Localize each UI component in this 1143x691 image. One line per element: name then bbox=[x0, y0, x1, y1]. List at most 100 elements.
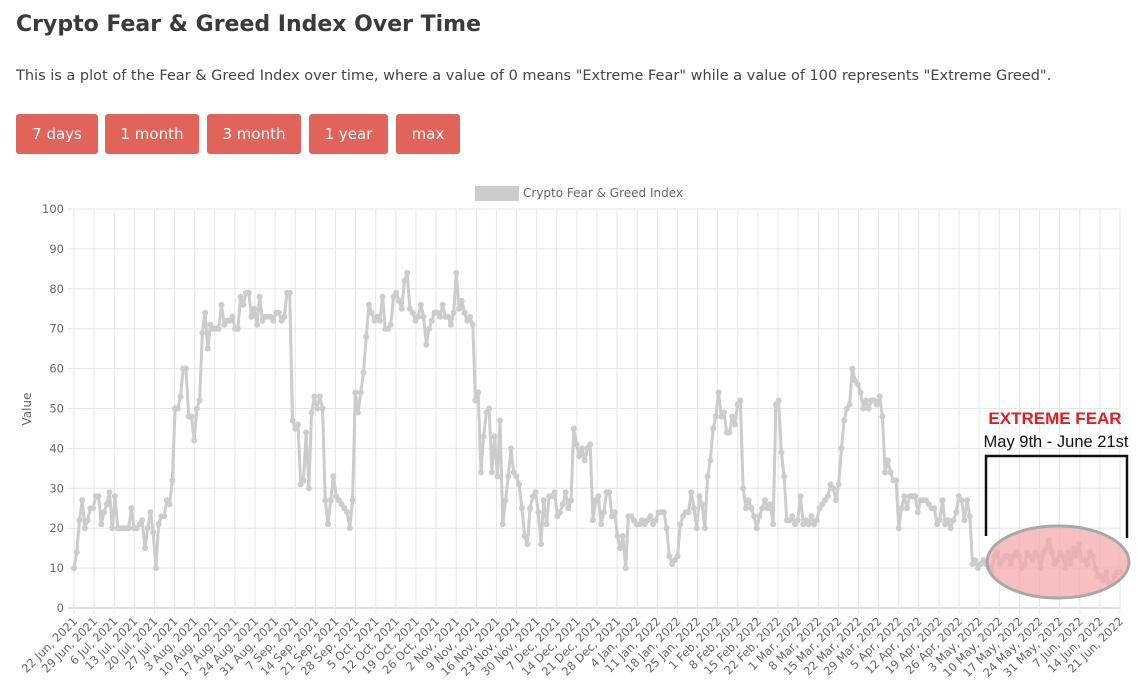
data-point bbox=[253, 321, 260, 328]
data-point bbox=[726, 429, 733, 436]
data-point bbox=[660, 509, 667, 516]
data-point bbox=[778, 449, 785, 456]
annotation-bracket bbox=[984, 454, 1129, 538]
data-point bbox=[360, 369, 367, 376]
data-point bbox=[707, 457, 714, 464]
data-point bbox=[396, 297, 402, 304]
data-point bbox=[196, 397, 203, 404]
data-point bbox=[619, 533, 626, 540]
y-tick-label: 60 bbox=[49, 362, 64, 376]
y-axis-ticks: 0 10 20 30 40 50 60 70 80 90 100 bbox=[42, 202, 64, 615]
data-point bbox=[491, 433, 498, 440]
data-point bbox=[652, 517, 659, 524]
data-point bbox=[876, 393, 883, 400]
data-point bbox=[436, 313, 443, 320]
y-tick-label: 70 bbox=[49, 322, 64, 336]
y-tick-label: 80 bbox=[49, 282, 64, 296]
data-point bbox=[355, 409, 362, 416]
data-point bbox=[188, 413, 195, 420]
data-point bbox=[781, 473, 788, 480]
data-point bbox=[767, 501, 774, 508]
data-point bbox=[305, 485, 312, 492]
range-1-year-button[interactable]: 1 year bbox=[309, 114, 388, 154]
data-point bbox=[849, 365, 856, 372]
data-point bbox=[690, 505, 697, 512]
y-tick-label: 100 bbox=[42, 202, 64, 216]
data-point bbox=[376, 317, 383, 324]
data-point bbox=[789, 513, 796, 520]
data-point bbox=[895, 525, 902, 532]
data-point bbox=[458, 297, 465, 304]
extreme-fear-annotation: EXTREME FEAR May 9th - June 21st bbox=[984, 409, 1131, 600]
data-point bbox=[578, 445, 585, 452]
data-point bbox=[420, 313, 427, 320]
data-point bbox=[505, 473, 512, 480]
data-point bbox=[477, 469, 484, 476]
data-point bbox=[352, 389, 359, 396]
range-1-month-button[interactable]: 1 month bbox=[105, 114, 199, 154]
data-point bbox=[319, 405, 326, 412]
data-point bbox=[912, 493, 919, 500]
range-7-days-button[interactable]: 7 days bbox=[16, 114, 98, 154]
data-point bbox=[543, 521, 550, 528]
data-point bbox=[775, 397, 782, 404]
data-point bbox=[174, 405, 181, 412]
series-points bbox=[71, 269, 1123, 588]
data-point bbox=[469, 321, 476, 328]
chart-legend[interactable]: Crypto Fear & Greed Index bbox=[475, 186, 683, 201]
data-point bbox=[488, 469, 495, 476]
data-point bbox=[535, 509, 542, 516]
data-point bbox=[270, 317, 277, 324]
data-point bbox=[423, 341, 430, 348]
data-point bbox=[256, 293, 263, 300]
data-point bbox=[562, 489, 569, 496]
data-point bbox=[893, 477, 900, 484]
data-point bbox=[740, 485, 747, 492]
data-point bbox=[349, 497, 356, 504]
data-point bbox=[456, 305, 463, 312]
range-max-button[interactable]: max bbox=[396, 114, 460, 154]
data-point bbox=[756, 513, 763, 520]
data-point bbox=[286, 289, 293, 296]
data-point bbox=[879, 413, 886, 420]
data-point bbox=[611, 509, 618, 516]
data-point bbox=[248, 313, 255, 320]
range-3-month-button[interactable]: 3 month bbox=[207, 114, 301, 154]
data-point bbox=[693, 525, 700, 532]
data-point bbox=[715, 389, 722, 396]
data-point bbox=[439, 301, 446, 308]
data-point bbox=[863, 397, 870, 404]
data-point bbox=[704, 473, 711, 480]
y-tick-label: 50 bbox=[49, 402, 64, 416]
data-point bbox=[606, 489, 613, 496]
data-point bbox=[152, 565, 159, 572]
data-point bbox=[428, 317, 435, 324]
data-point bbox=[524, 541, 531, 548]
data-point bbox=[647, 513, 654, 520]
page-title: Crypto Fear & Greed Index Over Time bbox=[16, 12, 482, 37]
data-point bbox=[229, 313, 236, 320]
data-point bbox=[106, 489, 113, 496]
data-point bbox=[445, 313, 452, 320]
data-point bbox=[142, 545, 149, 552]
data-point bbox=[565, 505, 572, 512]
data-point bbox=[813, 517, 820, 524]
data-point bbox=[720, 409, 727, 416]
data-point bbox=[71, 565, 77, 572]
data-point bbox=[76, 517, 83, 524]
data-point bbox=[234, 325, 241, 332]
data-point bbox=[884, 457, 891, 464]
data-point bbox=[426, 325, 433, 332]
page-description: This is a plot of the Fear & Greed Index… bbox=[16, 68, 1052, 84]
y-axis-label: Value bbox=[20, 393, 34, 426]
data-point bbox=[447, 321, 454, 328]
data-point bbox=[742, 505, 749, 512]
data-point bbox=[696, 493, 703, 500]
data-point bbox=[958, 497, 965, 504]
data-point bbox=[887, 469, 894, 476]
data-point bbox=[589, 517, 596, 524]
data-point bbox=[573, 441, 580, 448]
data-point bbox=[666, 553, 673, 560]
data-point bbox=[841, 417, 848, 424]
